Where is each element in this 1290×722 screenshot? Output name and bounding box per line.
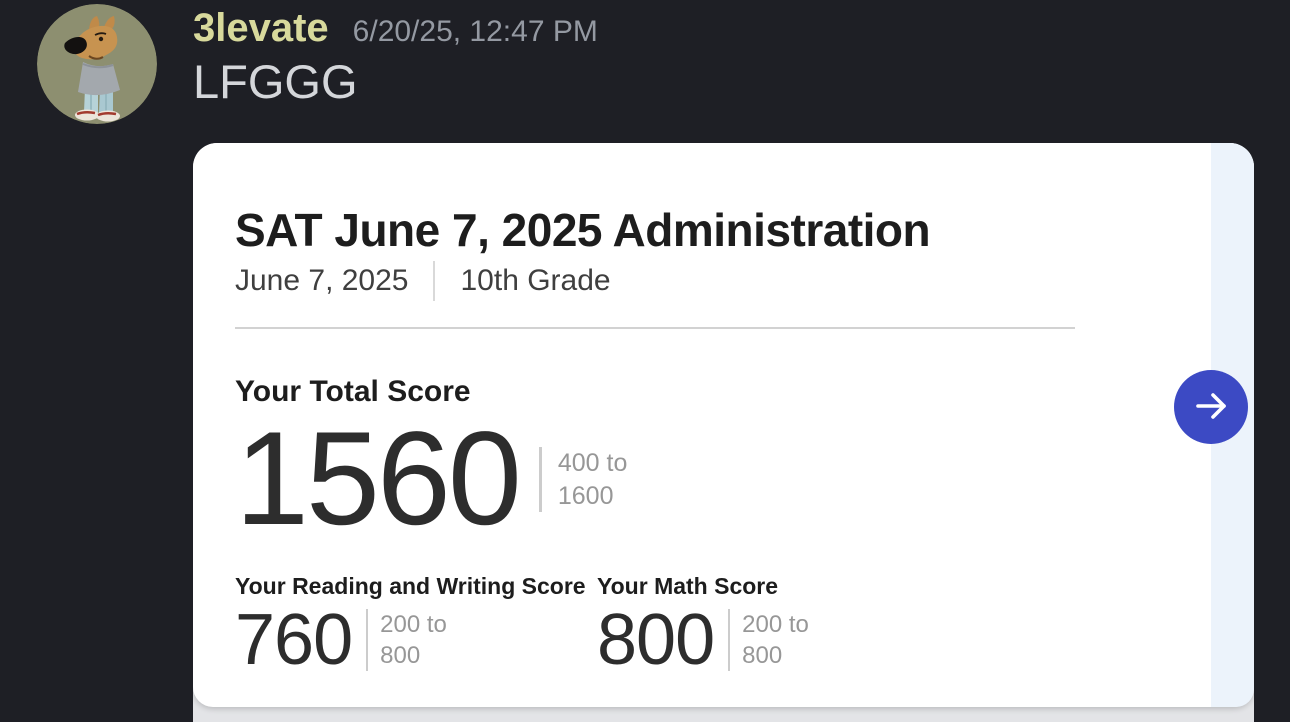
total-score-label: Your Total Score — [235, 375, 471, 408]
math-range: 200 to 800 — [728, 608, 809, 672]
reading-writing-value: 760 — [235, 600, 353, 680]
scorecard-subtitle: June 7, 2025 10th Grade — [235, 261, 611, 301]
scorecard-grade: 10th Grade — [460, 264, 611, 297]
math-range-line1: 200 to — [742, 610, 809, 638]
carousel-next-button[interactable] — [1174, 370, 1248, 444]
scorecard-panel: SAT June 7, 2025 Administration June 7, … — [193, 143, 1254, 707]
total-score-range: 400 to 1600 — [538, 447, 628, 512]
total-range-line2: 1600 — [557, 481, 614, 510]
avatar[interactable] — [37, 4, 157, 124]
section-divider — [235, 327, 1075, 329]
total-range-line1: 400 to — [557, 449, 628, 477]
message-text: LFGGG — [193, 55, 358, 108]
arrow-right-icon — [1191, 386, 1231, 429]
rw-range-line1: 200 to — [380, 610, 447, 638]
timestamp: 6/20/25, 12:47 PM — [352, 15, 598, 48]
username[interactable]: 3levate — [193, 6, 329, 50]
section-scores: Your Reading and Writing Score 760 200 t… — [235, 573, 1215, 693]
message-header: 3levate 6/20/25, 12:47 PM — [193, 6, 598, 50]
rw-range-line2: 800 — [380, 642, 421, 669]
reading-writing-label: Your Reading and Writing Score — [235, 573, 586, 599]
subtitle-divider — [433, 261, 436, 301]
math-range-line2: 800 — [742, 642, 783, 669]
total-score-row: 1560 400 to 1600 — [235, 413, 627, 546]
chill-guy-avatar-icon — [37, 4, 157, 124]
reading-writing-score: Your Reading and Writing Score 760 200 t… — [235, 573, 586, 676]
total-score-value: 1560 — [235, 405, 522, 553]
math-label: Your Math Score — [597, 573, 779, 599]
math-score: Your Math Score 800 200 to 800 — [597, 573, 809, 676]
math-value: 800 — [597, 600, 715, 680]
attachment-image[interactable]: SAT June 7, 2025 Administration June 7, … — [193, 143, 1254, 722]
reading-writing-range: 200 to 800 — [366, 608, 447, 672]
scorecard-date: June 7, 2025 — [235, 264, 409, 297]
scorecard-title: SAT June 7, 2025 Administration — [235, 204, 931, 256]
